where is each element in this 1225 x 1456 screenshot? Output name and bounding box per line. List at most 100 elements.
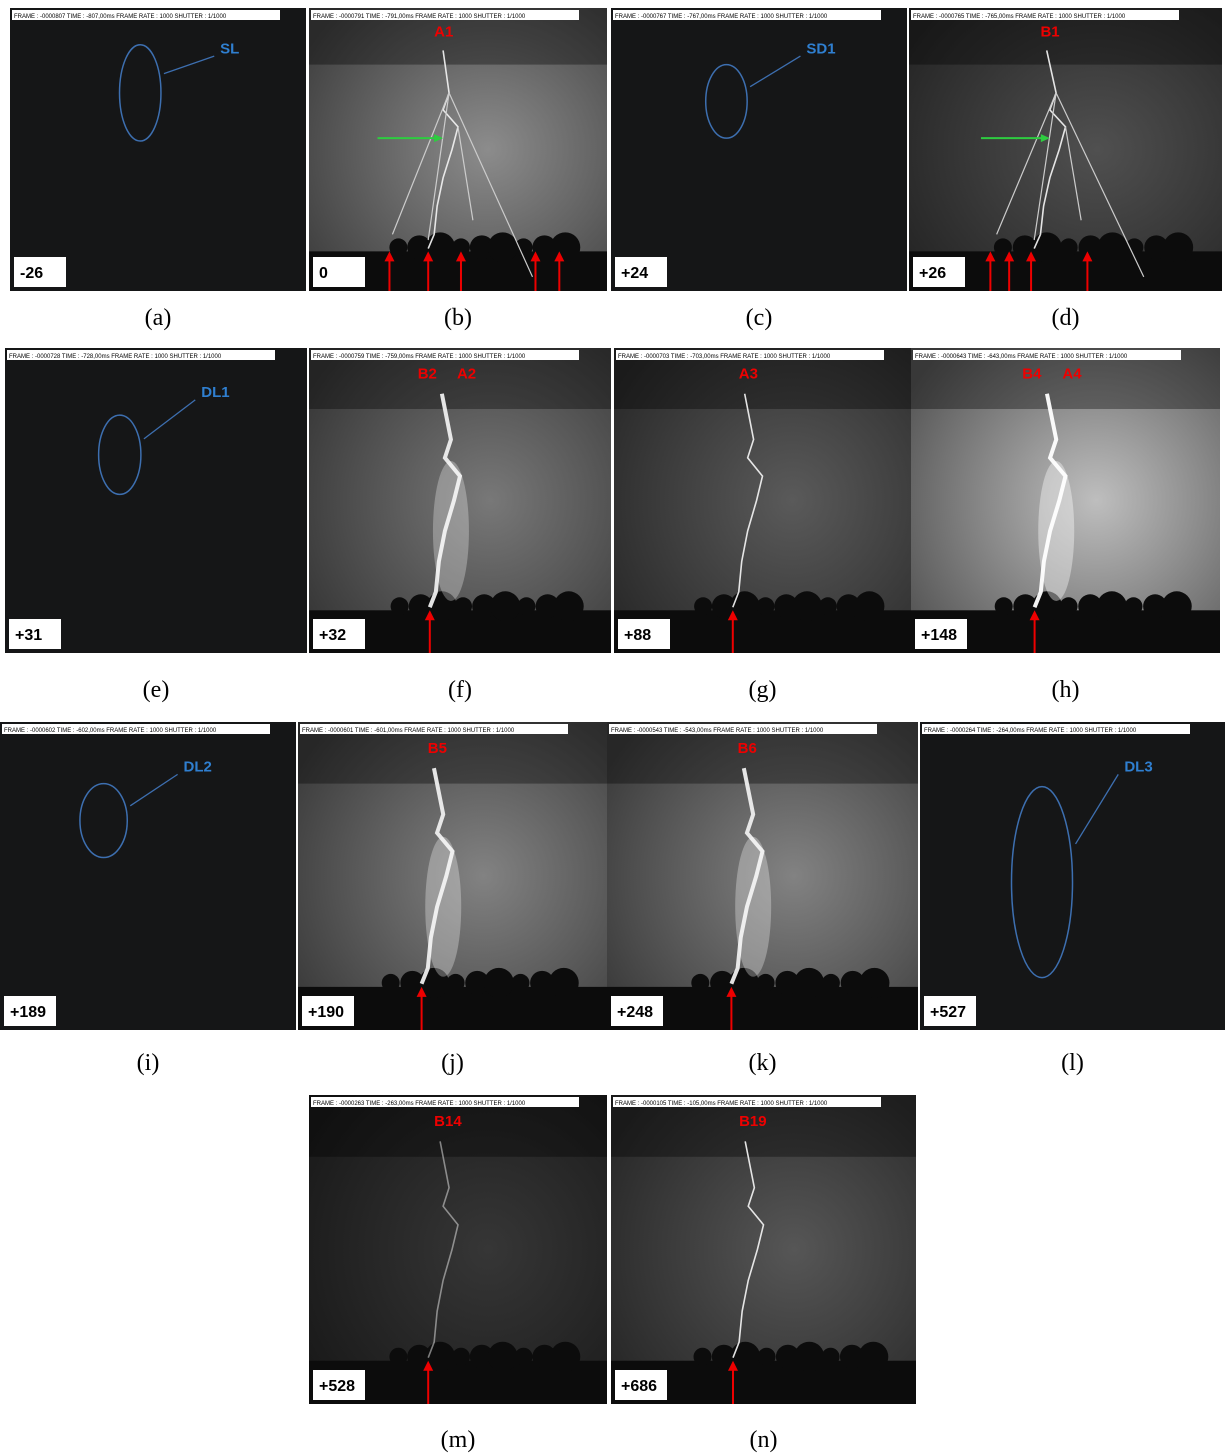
sky — [5, 348, 307, 653]
tree — [1097, 591, 1127, 621]
time-offset: +528 — [319, 1378, 355, 1395]
frame-image: B4 A4 FRAME : -0000643 TIME : -643,00ms FR… — [911, 348, 1220, 653]
caption: (e) — [106, 677, 206, 704]
caption: (m) — [408, 1427, 508, 1454]
caption: (c) — [709, 305, 809, 332]
caption: (j) — [403, 1050, 503, 1077]
frame-header: FRAME : -0000767 TIME : -767,00ms FRAME … — [615, 14, 828, 20]
sky — [10, 8, 306, 291]
annotation-label: DL1 — [201, 384, 229, 401]
tree — [1032, 232, 1062, 262]
annotation-label: B4 — [1022, 366, 1042, 383]
frame-header: FRAME : -0000791 TIME : -791,00ms FRAME … — [313, 14, 526, 20]
frame-header: FRAME : -0000643 TIME : -643,00ms FRAME … — [915, 354, 1128, 360]
tree — [490, 591, 520, 621]
tree — [858, 1342, 888, 1372]
annotation-label: A4 — [1062, 366, 1082, 383]
sky — [611, 8, 907, 291]
tree — [756, 597, 774, 615]
frame-header: FRAME : -0000759 TIME : -759,00ms FRAME … — [313, 354, 526, 360]
time-offset: +189 — [10, 1004, 46, 1021]
tree — [1060, 238, 1078, 256]
tree — [822, 1348, 840, 1366]
tree — [554, 591, 584, 621]
tree — [691, 974, 709, 992]
annotation-label: DL3 — [1124, 758, 1152, 775]
annotation-label: A2 — [457, 366, 476, 383]
caption: (b) — [408, 305, 508, 332]
time-offset: +88 — [624, 627, 651, 644]
tree — [488, 1342, 518, 1372]
tree — [792, 591, 822, 621]
frame-panel: B6FRAME : -0000543 TIME : -543,00ms FRAM… — [607, 722, 918, 1030]
caption: (d) — [1016, 305, 1116, 332]
sky — [0, 722, 296, 1030]
tree — [389, 238, 407, 256]
frame-header: FRAME : -0000263 TIME : -263,00ms FRAME … — [313, 1101, 526, 1107]
tree — [1124, 597, 1142, 615]
caption: (l) — [1023, 1050, 1123, 1077]
time-offset: +248 — [617, 1004, 653, 1021]
frame-panel: SD1 FRAME : -0000767 TIME : -767,00ms FRA… — [611, 8, 907, 291]
caption: (f) — [410, 677, 510, 704]
tree — [447, 974, 465, 992]
annotation-label: SD1 — [806, 40, 835, 57]
frame-panel: A1 FRAME : -0000791 TIME : -791,00ms FRAM… — [309, 8, 607, 291]
tree — [995, 597, 1013, 615]
frame-image: A3 FRAME : -0000703 TIME : -703,00ms FRAM… — [614, 348, 911, 653]
frame-panel: A3 FRAME : -0000703 TIME : -703,00ms FRAM… — [614, 348, 911, 653]
tree — [794, 1342, 824, 1372]
frame-image: SD1 FRAME : -0000767 TIME : -767,00ms FRA… — [611, 8, 907, 291]
tree — [794, 968, 824, 998]
tree — [694, 597, 712, 615]
frame-image: DL2 FRAME : -0000602 TIME : -602,00ms FRA… — [0, 722, 296, 1030]
frame-panel: DL1 FRAME : -0000728 TIME : -728,00ms FRA… — [5, 348, 307, 653]
frame-panel: B2A2FRAME : -0000759 TIME : -759,00ms FR… — [309, 348, 611, 653]
frame-panel: SLFRAME : -0000807 TIME : -807,00ms FRAM… — [10, 8, 306, 291]
caption: (a) — [108, 305, 208, 332]
frame-panel: B19FRAME : -0000105 TIME : -105,00ms FRA… — [611, 1095, 916, 1404]
figure: {"panels": [ {"header": "FRAME : -000080… — [0, 0, 1225, 1456]
glow — [433, 461, 469, 601]
frame-image: A1 FRAME : -0000791 TIME : -791,00ms FRAM… — [309, 8, 607, 291]
annotation-label: B5 — [428, 740, 447, 757]
tree — [694, 1348, 712, 1366]
glow — [1038, 461, 1074, 601]
frame-header: FRAME : -0000765 TIME : -765,00ms FRAME … — [913, 14, 1126, 20]
frame-panel: DL3FRAME : -0000264 TIME : -264,00ms FRA… — [920, 722, 1225, 1030]
frame-header: FRAME : -0000703 TIME : -703,00ms FRAME … — [618, 354, 831, 360]
tree — [484, 968, 514, 998]
tree — [389, 1348, 407, 1366]
annotation-label: A1 — [434, 23, 453, 40]
tree — [391, 597, 409, 615]
tree — [859, 968, 889, 998]
tree — [550, 1342, 580, 1372]
tree — [515, 238, 533, 256]
time-offset: +32 — [319, 627, 346, 644]
tree — [819, 597, 837, 615]
time-offset: 0 — [319, 265, 328, 282]
frame-header: FRAME : -0000602 TIME : -602,00ms FRAME … — [4, 728, 217, 734]
annotation-label: B6 — [738, 740, 757, 757]
tree — [1162, 591, 1192, 621]
frame-header: FRAME : -0000728 TIME : -728,00ms FRAME … — [9, 354, 222, 360]
tree — [488, 232, 518, 262]
time-offset: +148 — [921, 627, 957, 644]
annotation-label: DL2 — [184, 758, 212, 775]
tree — [549, 968, 579, 998]
frame-panel: B14 FRAME : -0000263 TIME : -263,00ms FRA… — [309, 1095, 607, 1404]
annotation-label: B14 — [434, 1113, 462, 1130]
frame-image: DL1 FRAME : -0000728 TIME : -728,00ms FRA… — [5, 348, 307, 653]
tree — [517, 597, 535, 615]
frame-image: B5FRAME : -0000601 TIME : -601,00ms FRAM… — [298, 722, 607, 1030]
tree — [452, 1348, 470, 1366]
frame-image: B19FRAME : -0000105 TIME : -105,00ms FRA… — [611, 1095, 916, 1404]
annotation-label: SL — [220, 40, 239, 57]
annotation-label: A3 — [739, 366, 758, 383]
